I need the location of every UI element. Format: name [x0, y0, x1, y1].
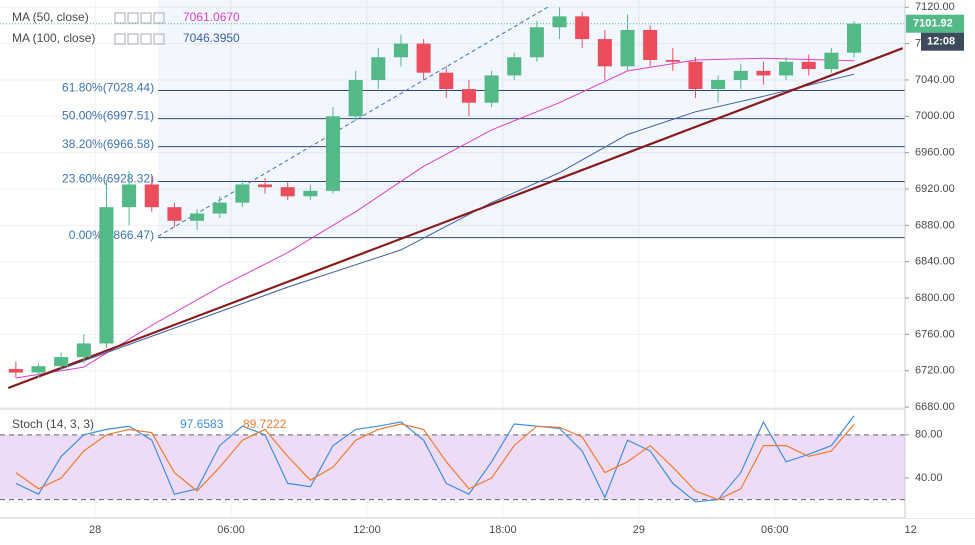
candle-body — [529, 27, 544, 58]
legend-icon — [140, 33, 152, 45]
countdown-tag — [921, 32, 964, 51]
stoch-line — [15, 423, 855, 501]
candle-body — [122, 184, 137, 208]
stoch-name: Stoch (14, 3, 3) — [12, 417, 94, 431]
candle-body — [711, 79, 726, 90]
y-tick-label: 6960.00 — [915, 147, 955, 159]
candle-body — [779, 61, 794, 76]
x-tick-label: 12 — [905, 524, 917, 536]
legend-icon — [127, 12, 139, 24]
y-tick-label: 7000.00 — [915, 110, 955, 122]
legend-icon — [127, 33, 139, 45]
stoch-value: 97.6583 — [180, 417, 224, 431]
candle-body — [99, 207, 114, 344]
y-tick-label: 6800.00 — [915, 292, 955, 304]
candle-body — [190, 213, 205, 221]
candle-body — [847, 23, 862, 53]
fib-label: 61.80%(7028.44) — [62, 81, 154, 95]
x-tick-label: 12:00 — [353, 524, 381, 536]
moving-average — [15, 73, 855, 386]
candle-body — [484, 75, 499, 103]
candle-body — [371, 57, 386, 80]
y-tick-label: 40.00 — [915, 472, 943, 484]
legend-value: 7046.3950 — [183, 31, 240, 45]
candle-body — [620, 29, 635, 67]
x-tick-label: 18:00 — [489, 524, 517, 536]
x-tick-label: 28 — [89, 524, 101, 536]
legend-icon — [140, 12, 152, 24]
y-tick-label: 6680.00 — [915, 401, 955, 413]
y-tick-label: 6760.00 — [915, 328, 955, 340]
candle-body — [416, 43, 431, 73]
y-tick-label: 6720.00 — [915, 365, 955, 377]
candle-body — [643, 29, 658, 60]
x-tick-label: 29 — [633, 524, 645, 536]
y-tick-label: 6840.00 — [915, 256, 955, 268]
candle-body — [8, 368, 23, 373]
candle-body — [461, 89, 476, 103]
last-price-label: 7101.92 — [913, 18, 953, 30]
candle-body — [31, 366, 46, 373]
legend-value: 7061.0670 — [183, 10, 240, 24]
candle-body — [756, 70, 771, 76]
legend-icon — [153, 12, 165, 24]
candle-body — [507, 57, 522, 76]
candle-body — [665, 59, 680, 62]
candle-body — [575, 16, 590, 40]
price-axis — [905, 0, 975, 518]
candle-body — [212, 202, 227, 214]
legend-name: MA (50, close) — [12, 10, 89, 24]
y-tick-label: 80.00 — [915, 429, 943, 441]
candle-body — [303, 190, 318, 197]
legend-icon — [114, 33, 126, 45]
stoch-value: 89.7222 — [243, 417, 287, 431]
fib-label: 50.00%(6997.51) — [62, 109, 154, 123]
candle-body — [258, 184, 273, 188]
candle-body — [76, 343, 91, 358]
legend-icon — [153, 33, 165, 45]
candle-body — [824, 52, 839, 70]
y-tick-label: 7120.00 — [915, 1, 955, 13]
candle-body — [348, 79, 363, 117]
legend-icon — [114, 12, 126, 24]
candle-body — [325, 116, 341, 191]
candle-body — [167, 207, 182, 221]
y-tick-label: 6880.00 — [915, 219, 955, 231]
candle-body — [597, 39, 612, 67]
legend-name: MA (100, close) — [12, 31, 95, 45]
candle-body — [801, 61, 816, 70]
stoch-line — [15, 415, 855, 503]
fib-label: 38.20%(6966.58) — [62, 137, 154, 151]
candle-body — [393, 43, 408, 58]
candle-body — [439, 72, 454, 90]
candle-body — [552, 16, 567, 28]
candle-body — [688, 61, 703, 90]
candle-body — [235, 184, 250, 203]
last-price-tag — [906, 14, 964, 33]
y-tick-label: 7040.00 — [915, 74, 955, 86]
fib-label: 23.60%(6928.32) — [62, 172, 154, 186]
x-tick-label: 06:00 — [217, 524, 245, 536]
candle-body — [144, 184, 159, 208]
candle-body — [733, 70, 748, 80]
trend-line — [157, 5, 551, 237]
candle-body — [54, 357, 69, 367]
trend-line — [7, 47, 904, 390]
candle-body — [280, 187, 295, 197]
countdown-label: 12:08 — [927, 36, 955, 48]
stoch-band — [0, 434, 905, 500]
y-tick-label: 6920.00 — [915, 183, 955, 195]
x-tick-label: 06:00 — [761, 524, 789, 536]
